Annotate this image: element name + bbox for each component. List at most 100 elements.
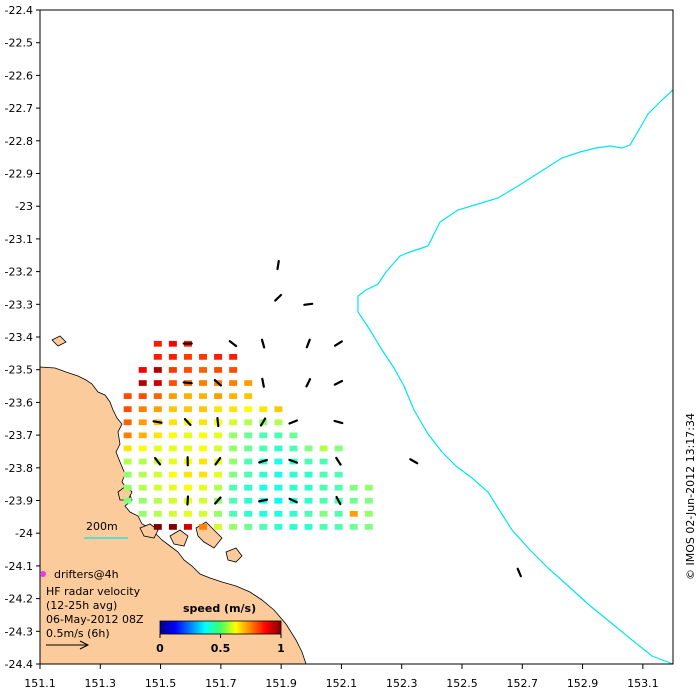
radar-cell: [259, 432, 268, 439]
radar-cell: [274, 432, 283, 439]
radar-cell: [123, 419, 132, 426]
radar-cell: [244, 419, 253, 426]
radar-cell: [168, 380, 177, 386]
velocity-arrow: [261, 377, 265, 388]
radar-cell: [319, 471, 328, 478]
radar-cell: [244, 497, 253, 504]
radar-cell: [138, 419, 147, 426]
radar-cell: [244, 406, 253, 413]
radar-cell: [153, 524, 162, 530]
radar-cell: [274, 419, 283, 426]
velocity-arrow: [333, 340, 343, 347]
radar-cell: [138, 445, 147, 452]
radar-cell: [123, 406, 132, 413]
radar-cell: [214, 432, 223, 439]
y-tick-label: -23.2: [5, 266, 33, 279]
x-tick-label: 152.7: [507, 677, 539, 690]
radar-cell: [168, 393, 177, 399]
radar-cell: [153, 471, 162, 478]
radar-cell: [304, 458, 313, 465]
land-mainland: [39, 366, 307, 665]
radar-cell: [304, 510, 313, 517]
radar-cell: [349, 497, 358, 504]
x-tick-label: 152.9: [567, 677, 599, 690]
radar-cell: [123, 458, 132, 465]
velocity-arrow: [183, 417, 192, 427]
isobath-200m: [357, 89, 674, 665]
radar-cell: [168, 367, 177, 373]
radar-cell: [349, 524, 358, 530]
radar-cell: [199, 432, 208, 439]
radar-cell: [123, 471, 132, 478]
radar-cell: [229, 380, 238, 386]
radar-cell: [304, 445, 313, 452]
radar-cell: [153, 497, 162, 504]
radar-cell: [259, 471, 268, 478]
y-tick-label: -23.8: [5, 462, 33, 475]
colorbar: [159, 620, 282, 635]
radar-cell: [123, 393, 132, 399]
radar-cell: [229, 484, 238, 491]
x-axis: 151.1 151.3 151.5 151.7 151.9 152.1 152.3 152.5…: [24, 664, 659, 690]
radar-cell: [319, 445, 328, 452]
radar-cell: [304, 524, 313, 530]
radar-cell: [229, 458, 238, 465]
radar-cell: [138, 432, 147, 439]
radar-cell: [214, 367, 223, 373]
radar-cell: [214, 484, 223, 491]
radar-cell: [183, 432, 192, 439]
radar-cell: [199, 419, 208, 426]
radar-cell: [153, 445, 162, 452]
radar-cell: [168, 524, 177, 530]
radar-cell: [244, 510, 253, 517]
radar-cell: [274, 471, 283, 478]
radar-cell: [153, 484, 162, 491]
radar-cell: [244, 445, 253, 452]
radar-cell: [334, 445, 343, 452]
y-tick-label: -24.4: [5, 658, 33, 671]
colorbar-tick-label: 0.5: [211, 642, 231, 655]
radar-cell: [259, 510, 268, 517]
radar-cell: [319, 458, 328, 465]
radar-cell: [229, 354, 238, 360]
y-tick-label: -23.3: [5, 298, 33, 311]
radar-cell: [138, 458, 147, 465]
x-tick-label: 153.1: [627, 677, 659, 690]
radar-cell: [274, 510, 283, 517]
radar-cell: [199, 458, 208, 465]
radar-cell: [214, 445, 223, 452]
y-tick-label: -22.5: [5, 37, 33, 50]
velocity-arrow: [153, 457, 162, 466]
radar-cell: [153, 432, 162, 439]
velocity-arrow: [216, 416, 220, 428]
velocity-arrow: [276, 260, 280, 271]
radar-cell: [229, 524, 238, 530]
radar-cell: [244, 432, 253, 439]
y-tick-label: -22.9: [5, 168, 33, 181]
radar-cell: [244, 524, 253, 530]
radar-cell: [274, 458, 283, 465]
velocity-arrow: [213, 379, 222, 387]
radar-cell: [319, 524, 328, 530]
velocity-arrows: [152, 260, 522, 578]
velocity-arrow: [288, 419, 299, 425]
radar-cell: [274, 524, 283, 530]
radar-cell: [244, 393, 253, 399]
colorbar-tick-label: 1: [277, 642, 285, 655]
radar-cell: [244, 458, 253, 465]
y-tick-label: -22.4: [5, 4, 33, 17]
radar-cell: [229, 367, 238, 373]
island: [139, 523, 159, 539]
radar-cell: [334, 510, 343, 517]
radar-cell: [319, 497, 328, 504]
velocity-arrow: [214, 496, 222, 505]
radar-cell: [244, 471, 253, 478]
radar-cell: [289, 432, 298, 439]
radar-cell: [259, 484, 268, 491]
y-tick-label: -23: [15, 200, 33, 213]
radar-cell: [183, 484, 192, 491]
radar-cell: [274, 497, 283, 504]
legend-line-1: HF radar velocity: [46, 585, 141, 598]
radar-cell: [214, 393, 223, 399]
velocity-arrow: [259, 417, 267, 427]
